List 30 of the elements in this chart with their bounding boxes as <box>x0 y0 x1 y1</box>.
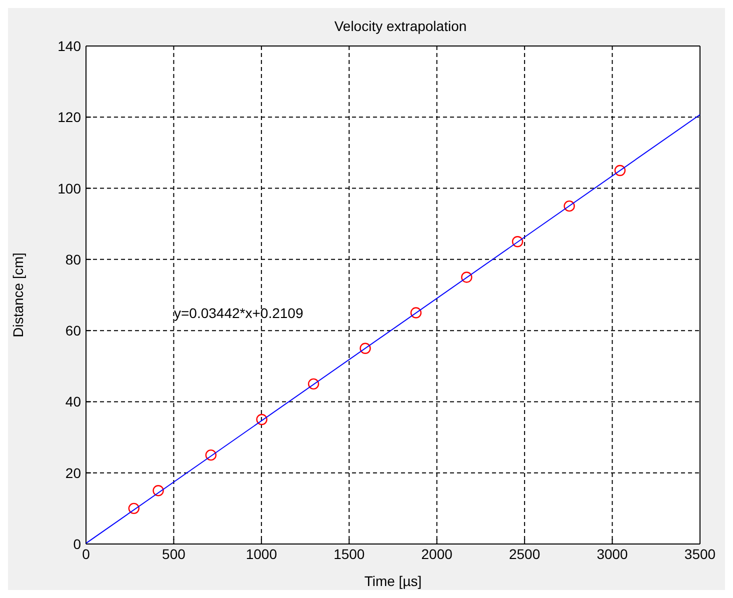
x-tick-label: 3500 <box>684 546 716 562</box>
point <box>410 307 422 318</box>
point <box>461 272 472 283</box>
y-tick-label: 40 <box>65 394 82 410</box>
point <box>360 342 371 354</box>
y-tick-label: 100 <box>58 180 82 196</box>
x-tick-label: 1500 <box>334 546 365 562</box>
y-tick-label: 120 <box>58 109 82 126</box>
point <box>512 236 524 248</box>
x-tick-label: 3000 <box>596 546 628 562</box>
x-tick-label: 500 <box>162 546 186 562</box>
x-axis-title: Time [µs] <box>364 573 422 589</box>
point <box>152 485 164 496</box>
chart-title: Velocity extrapolation <box>333 18 468 34</box>
y-axis-title: Distance [cm] <box>10 252 26 338</box>
x-tick-label: 2000 <box>421 546 453 562</box>
point <box>614 164 626 176</box>
x-tick-label: 2500 <box>508 546 540 562</box>
point <box>128 502 140 514</box>
y-tick-label: 140 <box>58 38 82 54</box>
point <box>308 378 320 390</box>
point <box>256 414 268 426</box>
point <box>205 449 217 461</box>
y-tick-label: 80 <box>65 251 82 268</box>
x-tick-label: 1000 <box>246 546 278 562</box>
y-tick-label: 20 <box>65 464 82 481</box>
point <box>564 200 575 212</box>
y-tick-label: 0 <box>73 536 82 552</box>
y-tick-label: 60 <box>65 322 82 339</box>
annotation: y=0.03442*x+0.2109 <box>174 305 304 321</box>
